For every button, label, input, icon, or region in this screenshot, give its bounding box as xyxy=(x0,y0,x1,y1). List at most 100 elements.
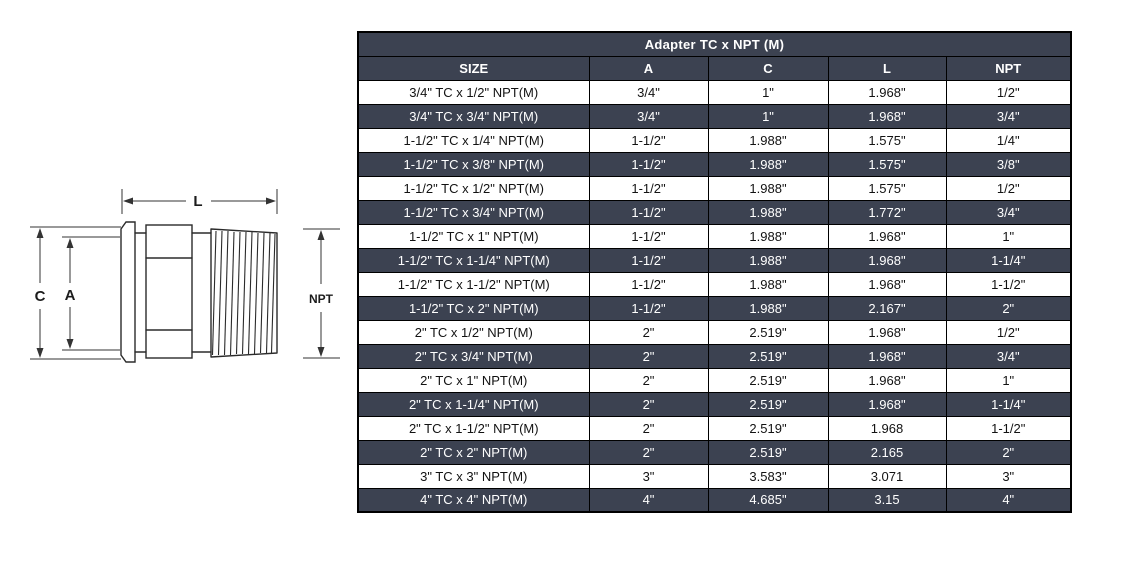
table-cell: 1-1/2" xyxy=(588,223,709,249)
table-cell: 2" xyxy=(588,415,709,441)
table-cell: 1-1/2" xyxy=(588,247,709,273)
table-cell: 4.685" xyxy=(707,487,829,513)
table-cell: 1-1/2" TC x 1/2" NPT(M) xyxy=(357,175,590,201)
table-cell: 3/4" xyxy=(945,199,1072,225)
table-cell: 2" TC x 1-1/2" NPT(M) xyxy=(357,415,590,441)
adapter-drawing-svg: L C A NPT xyxy=(30,189,340,363)
table-row: 2" TC x 1/2" NPT(M) 2" 2.519" 1.968" 1/2" xyxy=(357,319,1072,345)
table-cell: 2" TC x 1" NPT(M) xyxy=(357,367,590,393)
a-arrow-down xyxy=(66,339,74,349)
ferrule-flange xyxy=(120,221,136,363)
table-cell: 2" TC x 2" NPT(M) xyxy=(357,439,590,465)
table-cell: 1" xyxy=(707,79,829,105)
table-cell: 3" xyxy=(945,463,1072,489)
table-cell: 2" xyxy=(588,319,709,345)
table-cell: 3" xyxy=(588,463,709,489)
spec-table-head: Adapter TC x NPT (M) SIZE A C L NPT xyxy=(357,31,1072,81)
table-cell: 2" xyxy=(588,367,709,393)
c-arrow-down xyxy=(36,348,44,358)
table-cell: 1-1/4" xyxy=(945,391,1072,417)
table-cell: 2" xyxy=(588,391,709,417)
table-cell: 1" xyxy=(945,223,1072,249)
table-cell: 1/2" xyxy=(945,175,1072,201)
table-cell: 1.988" xyxy=(707,247,829,273)
table-cell: 1/4" xyxy=(945,127,1072,153)
table-cell: 1-1/2" TC x 1/4" NPT(M) xyxy=(357,127,590,153)
spec-table-container: Adapter TC x NPT (M) SIZE A C L NPT 3/4"… xyxy=(357,31,1073,513)
table-cell: 1-1/2" xyxy=(588,295,709,321)
table-cell: 3.583" xyxy=(707,463,829,489)
table-cell: 2.519" xyxy=(707,415,829,441)
l-extension-ticks xyxy=(121,189,278,214)
table-row: 2" TC x 1-1/2" NPT(M) 2" 2.519" 1.968 1-1/2" xyxy=(357,415,1072,441)
a-extension-lines xyxy=(62,236,120,351)
table-title: Adapter TC x NPT (M) xyxy=(357,31,1072,57)
c-arrow-up xyxy=(36,228,44,238)
table-cell: 1-1/2" xyxy=(588,175,709,201)
table-row: 1-1/2" TC x 1" NPT(M) 1-1/2" 1.988" 1.968" 1… xyxy=(357,223,1072,249)
table-row: 1-1/2" TC x 1/4" NPT(M) 1-1/2" 1.988" 1.575… xyxy=(357,127,1072,153)
table-cell: 1.968" xyxy=(827,79,947,105)
table-cell: 1.988" xyxy=(707,151,829,177)
table-cell: 3.15 xyxy=(827,487,947,513)
table-cell: 2.519" xyxy=(707,319,829,345)
table-cell: 3/4" TC x 3/4" NPT(M) xyxy=(357,103,590,129)
table-cell: 1.968" xyxy=(827,247,947,273)
table-row: 1-1/2" TC x 1-1/2" NPT(M) 1-1/2" 1.988" 1.9… xyxy=(357,271,1072,297)
spec-table-body: 3/4" TC x 1/2" NPT(M) 3/4" 1" 1.968" 1/2" 3/4… xyxy=(357,79,1072,513)
table-cell: 1-1/2" TC x 1" NPT(M) xyxy=(357,223,590,249)
table-row: 2" TC x 1" NPT(M) 2" 2.519" 1.968" 1" xyxy=(357,367,1072,393)
dim-label-a: A xyxy=(65,287,76,304)
dim-label-c: C xyxy=(35,288,46,305)
table-cell: 2.165 xyxy=(827,439,947,465)
table-cell: 1.968" xyxy=(827,223,947,249)
c-extension-lines xyxy=(30,226,121,360)
table-cell: 1.575" xyxy=(827,151,947,177)
hex-facet-lines xyxy=(145,257,193,331)
table-cell: 1.988" xyxy=(707,223,829,249)
table-cell: 2" TC x 3/4" NPT(M) xyxy=(357,343,590,369)
table-cell: 1.968" xyxy=(827,103,947,129)
l-arrow-left xyxy=(123,197,133,205)
table-row: 1-1/2" TC x 1-1/4" NPT(M) 1-1/2" 1.988" 1.9… xyxy=(357,247,1072,273)
table-cell: 1-1/2" TC x 1-1/4" NPT(M) xyxy=(357,247,590,273)
npt-arrow-up xyxy=(317,230,325,240)
table-cell: 1-1/2" TC x 3/4" NPT(M) xyxy=(357,199,590,225)
table-cell: 2" xyxy=(588,439,709,465)
table-row: 1-1/2" TC x 1/2" NPT(M) 1-1/2" 1.988" 1.575… xyxy=(357,175,1072,201)
table-row: 3/4" TC x 3/4" NPT(M) 3/4" 1" 1.968" 3/4" xyxy=(357,103,1072,129)
adapter-technical-drawing: L C A NPT xyxy=(20,182,350,377)
table-row: 1-1/2" TC x 3/8" NPT(M) 1-1/2" 1.988" 1.575… xyxy=(357,151,1072,177)
table-cell: 3.071 xyxy=(827,463,947,489)
table-cell: 1/2" xyxy=(945,319,1072,345)
table-cell: 1.575" xyxy=(827,127,947,153)
table-cell: 1.575" xyxy=(827,175,947,201)
table-row: 3" TC x 3" NPT(M) 3" 3.583" 3.071 3" xyxy=(357,463,1072,489)
column-header-size: SIZE xyxy=(357,55,590,81)
table-cell: 1.968" xyxy=(827,271,947,297)
dim-label-l: L xyxy=(193,193,202,210)
table-cell: 1/2" xyxy=(945,79,1072,105)
collar xyxy=(191,232,212,353)
table-cell: 2" TC x 1-1/4" NPT(M) xyxy=(357,391,590,417)
npt-arrow-down xyxy=(317,347,325,357)
column-header-row: SIZE A C L NPT xyxy=(357,55,1072,81)
table-cell: 1-1/2" xyxy=(588,271,709,297)
thread-outline xyxy=(210,228,278,358)
table-row: 1-1/2" TC x 3/4" NPT(M) 1-1/2" 1.988" 1.772… xyxy=(357,199,1072,225)
table-cell: 2" xyxy=(588,343,709,369)
npt-extension-lines xyxy=(303,228,340,359)
table-cell: 1.988" xyxy=(707,175,829,201)
table-cell: 3/4" xyxy=(588,103,709,129)
table-cell: 2.519" xyxy=(707,343,829,369)
table-cell: 1.968" xyxy=(827,367,947,393)
table-cell: 3/4" xyxy=(588,79,709,105)
dim-label-npt: NPT xyxy=(309,292,334,306)
column-header-l: L xyxy=(827,55,947,81)
a-arrow-up xyxy=(66,238,74,248)
table-cell: 1.988" xyxy=(707,199,829,225)
table-cell: 1" xyxy=(945,367,1072,393)
table-row: 2" TC x 1-1/4" NPT(M) 2" 2.519" 1.968" 1-1/4… xyxy=(357,391,1072,417)
table-cell: 1-1/2" xyxy=(945,415,1072,441)
